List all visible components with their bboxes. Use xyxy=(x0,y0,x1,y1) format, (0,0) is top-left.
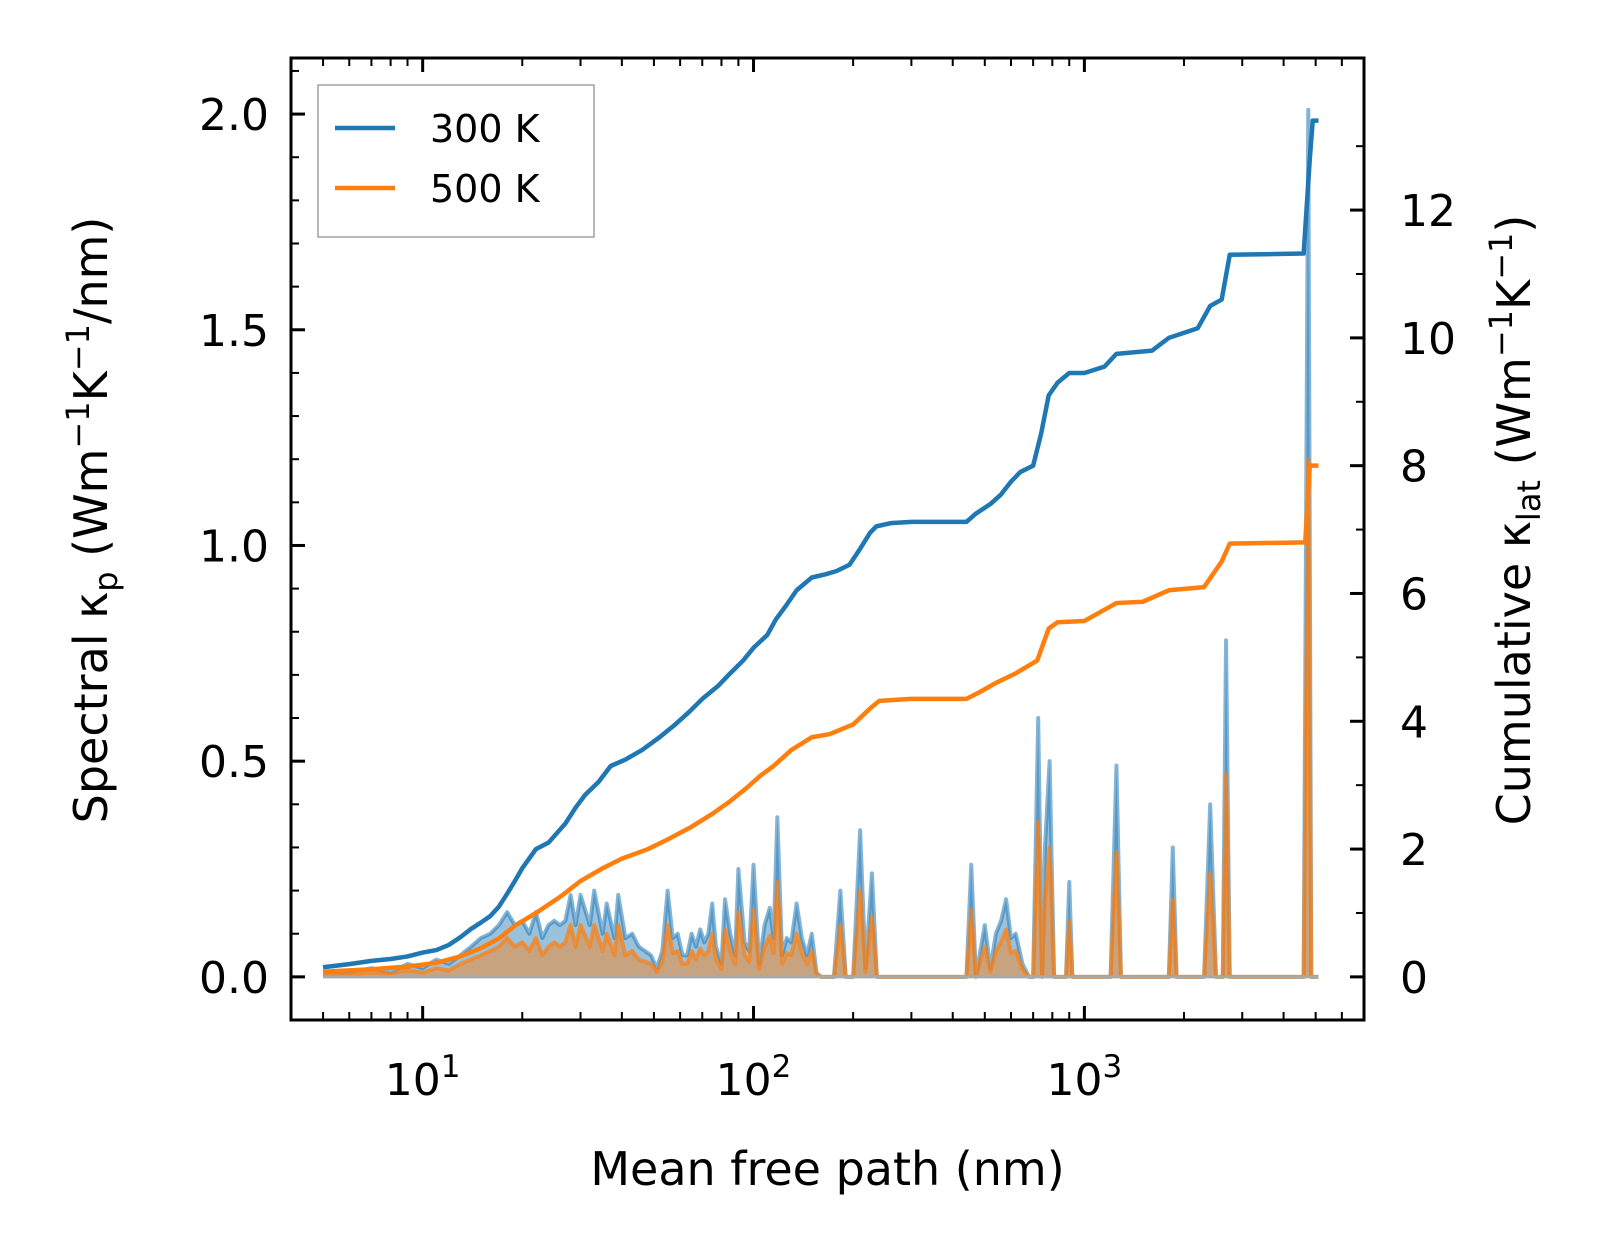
y-right-tick-label: 4 xyxy=(1400,697,1428,748)
y-right-tick-label: 10 xyxy=(1400,314,1456,365)
y-left-tick-label: 0.0 xyxy=(199,953,269,1004)
y-left-tick-label: 0.5 xyxy=(199,737,269,788)
y-right-tick-label: 8 xyxy=(1400,442,1428,493)
plot-frame xyxy=(289,56,1366,1022)
x-tick-label: 102 xyxy=(716,1049,792,1106)
y-left-tick-label: 1.5 xyxy=(199,306,269,357)
cumulative-series-layer xyxy=(322,118,1319,975)
y-right-tick-label: 2 xyxy=(1400,825,1428,876)
legend-box xyxy=(317,84,595,238)
legend: 300 K 500 K xyxy=(317,84,595,238)
cumulative-line-500k xyxy=(322,463,1319,975)
x-tick-label: 103 xyxy=(1047,1049,1123,1106)
spectral-line-500k xyxy=(323,457,1319,979)
cumulative-line-300k xyxy=(322,118,1319,970)
y-left-tick-label: 2.0 xyxy=(199,90,269,141)
y-right-tick-label: 12 xyxy=(1400,186,1456,237)
y-left-axis-label: Spectral κp (Wm−1K−1/nm) xyxy=(59,217,125,824)
spectral-series-layer xyxy=(323,107,1319,979)
y-left-tick-label: 1.0 xyxy=(199,521,269,572)
y-right-tick-label: 0 xyxy=(1400,953,1428,1004)
legend-label: 500 K xyxy=(430,167,541,211)
legend-label: 300 K xyxy=(430,107,541,151)
axis-labels: 101 102 103 0.0 0.5 1.0 1.5 2.0 0 2 4 6 8 10 12 Mean fr… xyxy=(59,90,1548,1196)
x-axis-label: Mean free path (nm) xyxy=(590,1142,1064,1196)
y-right-tick-label: 6 xyxy=(1400,569,1428,620)
y-right-axis-label: Cumulative κlat (Wm−1K−1) xyxy=(1482,215,1548,826)
x-tick-label: 101 xyxy=(385,1049,461,1106)
spectral-line-300k xyxy=(323,107,1319,979)
